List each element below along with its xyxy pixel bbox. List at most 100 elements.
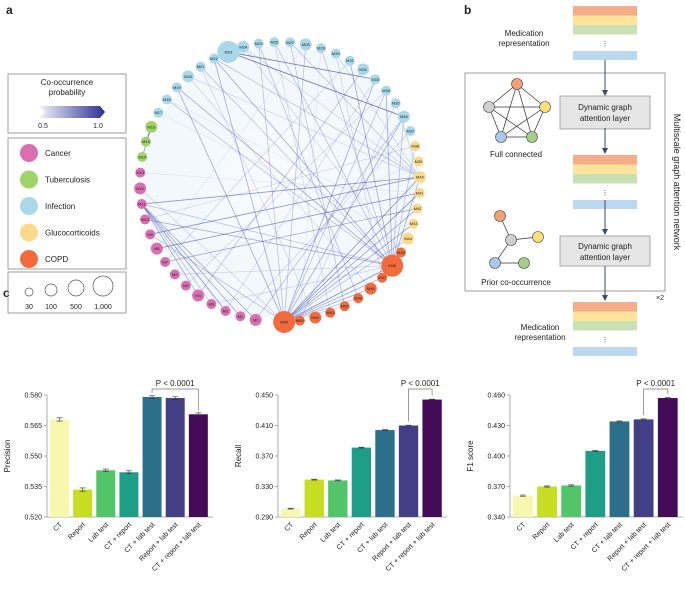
bar-ct-lab-test xyxy=(142,397,162,517)
size-label: 500 xyxy=(70,304,82,311)
legend-title-2: probability xyxy=(49,88,85,97)
panel-label-c: c xyxy=(3,286,10,300)
embedding-row xyxy=(573,15,637,25)
network-node-label: M45 xyxy=(397,250,406,255)
network-node-label: M3 xyxy=(209,302,215,307)
network-node xyxy=(153,107,164,118)
network-node-label: M22 xyxy=(210,56,219,61)
dgal-2-line2: attention layer xyxy=(580,253,631,262)
graph-node xyxy=(539,101,551,113)
network-edge xyxy=(335,53,383,278)
network-node-label: M11 xyxy=(138,202,146,207)
error-bar xyxy=(405,424,412,427)
y-tick-label: 0.370 xyxy=(487,484,505,491)
error-bar xyxy=(664,397,671,399)
error-bar xyxy=(149,395,156,399)
x-tick-label: CT xyxy=(52,521,64,533)
significance-bracket xyxy=(408,388,433,422)
network-edge xyxy=(320,48,393,266)
network-node-label: M23 xyxy=(224,49,233,54)
category-label: Infection xyxy=(45,202,75,211)
network-edge xyxy=(176,87,393,266)
error-bar xyxy=(381,429,388,431)
network-node xyxy=(413,171,426,184)
network-node-label: M28 xyxy=(302,42,311,47)
x-tick-label: Lab test xyxy=(88,521,111,544)
network-edge xyxy=(213,58,421,178)
error-bar xyxy=(519,494,526,497)
network-node-label: M46 xyxy=(388,263,397,268)
size-circle xyxy=(67,279,85,297)
network-edge xyxy=(385,90,393,266)
network-node xyxy=(249,313,262,326)
network-node-label: M25 xyxy=(255,41,264,46)
network-edge xyxy=(213,58,285,323)
error-bar xyxy=(592,450,599,452)
graph-edge xyxy=(516,83,533,138)
significance-label: P < 0.0001 xyxy=(636,379,675,388)
network-node-label: M1 xyxy=(238,314,244,319)
network-node xyxy=(150,242,163,255)
x-tick-label: Report xyxy=(299,521,319,541)
network-background xyxy=(144,46,416,318)
bar-ct-report-lab-test xyxy=(188,414,208,517)
network-edge xyxy=(228,51,404,118)
ellipsis: ⋮ xyxy=(602,190,609,197)
network-edge xyxy=(139,188,285,323)
network-nodes: M0 M1 M2 M3 M4 M5 M6 M7 M8 M9 M10 M11 M12 M13 M14 M15 M1… xyxy=(134,37,426,333)
network-edge xyxy=(258,43,359,299)
y-tick-label: 0.370 xyxy=(255,454,273,461)
network-edge xyxy=(283,44,307,322)
y-tick-label: 0.535 xyxy=(24,484,42,491)
network-edge xyxy=(140,172,420,194)
error-bar xyxy=(311,478,318,481)
network-node-label: M41 xyxy=(416,190,425,195)
graph-edge xyxy=(488,106,533,138)
network-node xyxy=(273,310,296,333)
network-node xyxy=(330,48,341,59)
x-tick-label: Report xyxy=(532,521,552,541)
network-node-label: M29 xyxy=(317,46,326,51)
network-edge xyxy=(283,176,421,323)
network-edge xyxy=(289,42,421,178)
dgal-box-1 xyxy=(559,95,651,130)
embedding-row xyxy=(573,311,637,321)
network-node-label: M7 xyxy=(162,260,168,265)
cooccurrence-legend: Co-occurrence probability 0.5 1.0 xyxy=(7,73,127,134)
error-bar xyxy=(358,446,365,449)
network-node xyxy=(135,167,146,178)
error-bar xyxy=(172,396,179,400)
bar-ct-report xyxy=(119,472,139,517)
model-diagram: Medication representation Multiscale gra… xyxy=(464,6,682,356)
network-edge xyxy=(141,203,212,305)
graph-node xyxy=(495,131,507,143)
medication-representation-top-1: Medication xyxy=(505,29,544,38)
network-edge xyxy=(274,42,331,313)
category-swatch-copd xyxy=(20,250,38,268)
category-label: Cancer xyxy=(45,149,71,158)
network-node-label: M51 xyxy=(326,310,335,315)
network-node-label: M2 xyxy=(223,308,229,313)
network-node xyxy=(410,141,421,152)
legend-title-1: Co-occurrence xyxy=(41,78,94,87)
network-node-label: M19 xyxy=(173,85,182,90)
color-scale-arrow xyxy=(40,106,105,118)
network-edge xyxy=(243,46,421,178)
bar-report-lab-test xyxy=(398,425,419,517)
network-node xyxy=(325,307,336,318)
network-edge xyxy=(141,203,256,321)
network-node xyxy=(405,126,416,137)
network-node xyxy=(413,156,424,167)
network-edge xyxy=(243,46,402,253)
embedding-row xyxy=(573,155,637,165)
network-edge xyxy=(156,44,307,249)
network-node xyxy=(364,282,377,295)
network-edge xyxy=(166,99,414,225)
network-node xyxy=(316,43,327,54)
network-edge xyxy=(283,238,409,323)
bar-ct-lab-test xyxy=(375,430,395,517)
network-node-label: M37 xyxy=(407,129,416,134)
gat-block xyxy=(464,72,666,292)
network-node xyxy=(390,98,401,109)
